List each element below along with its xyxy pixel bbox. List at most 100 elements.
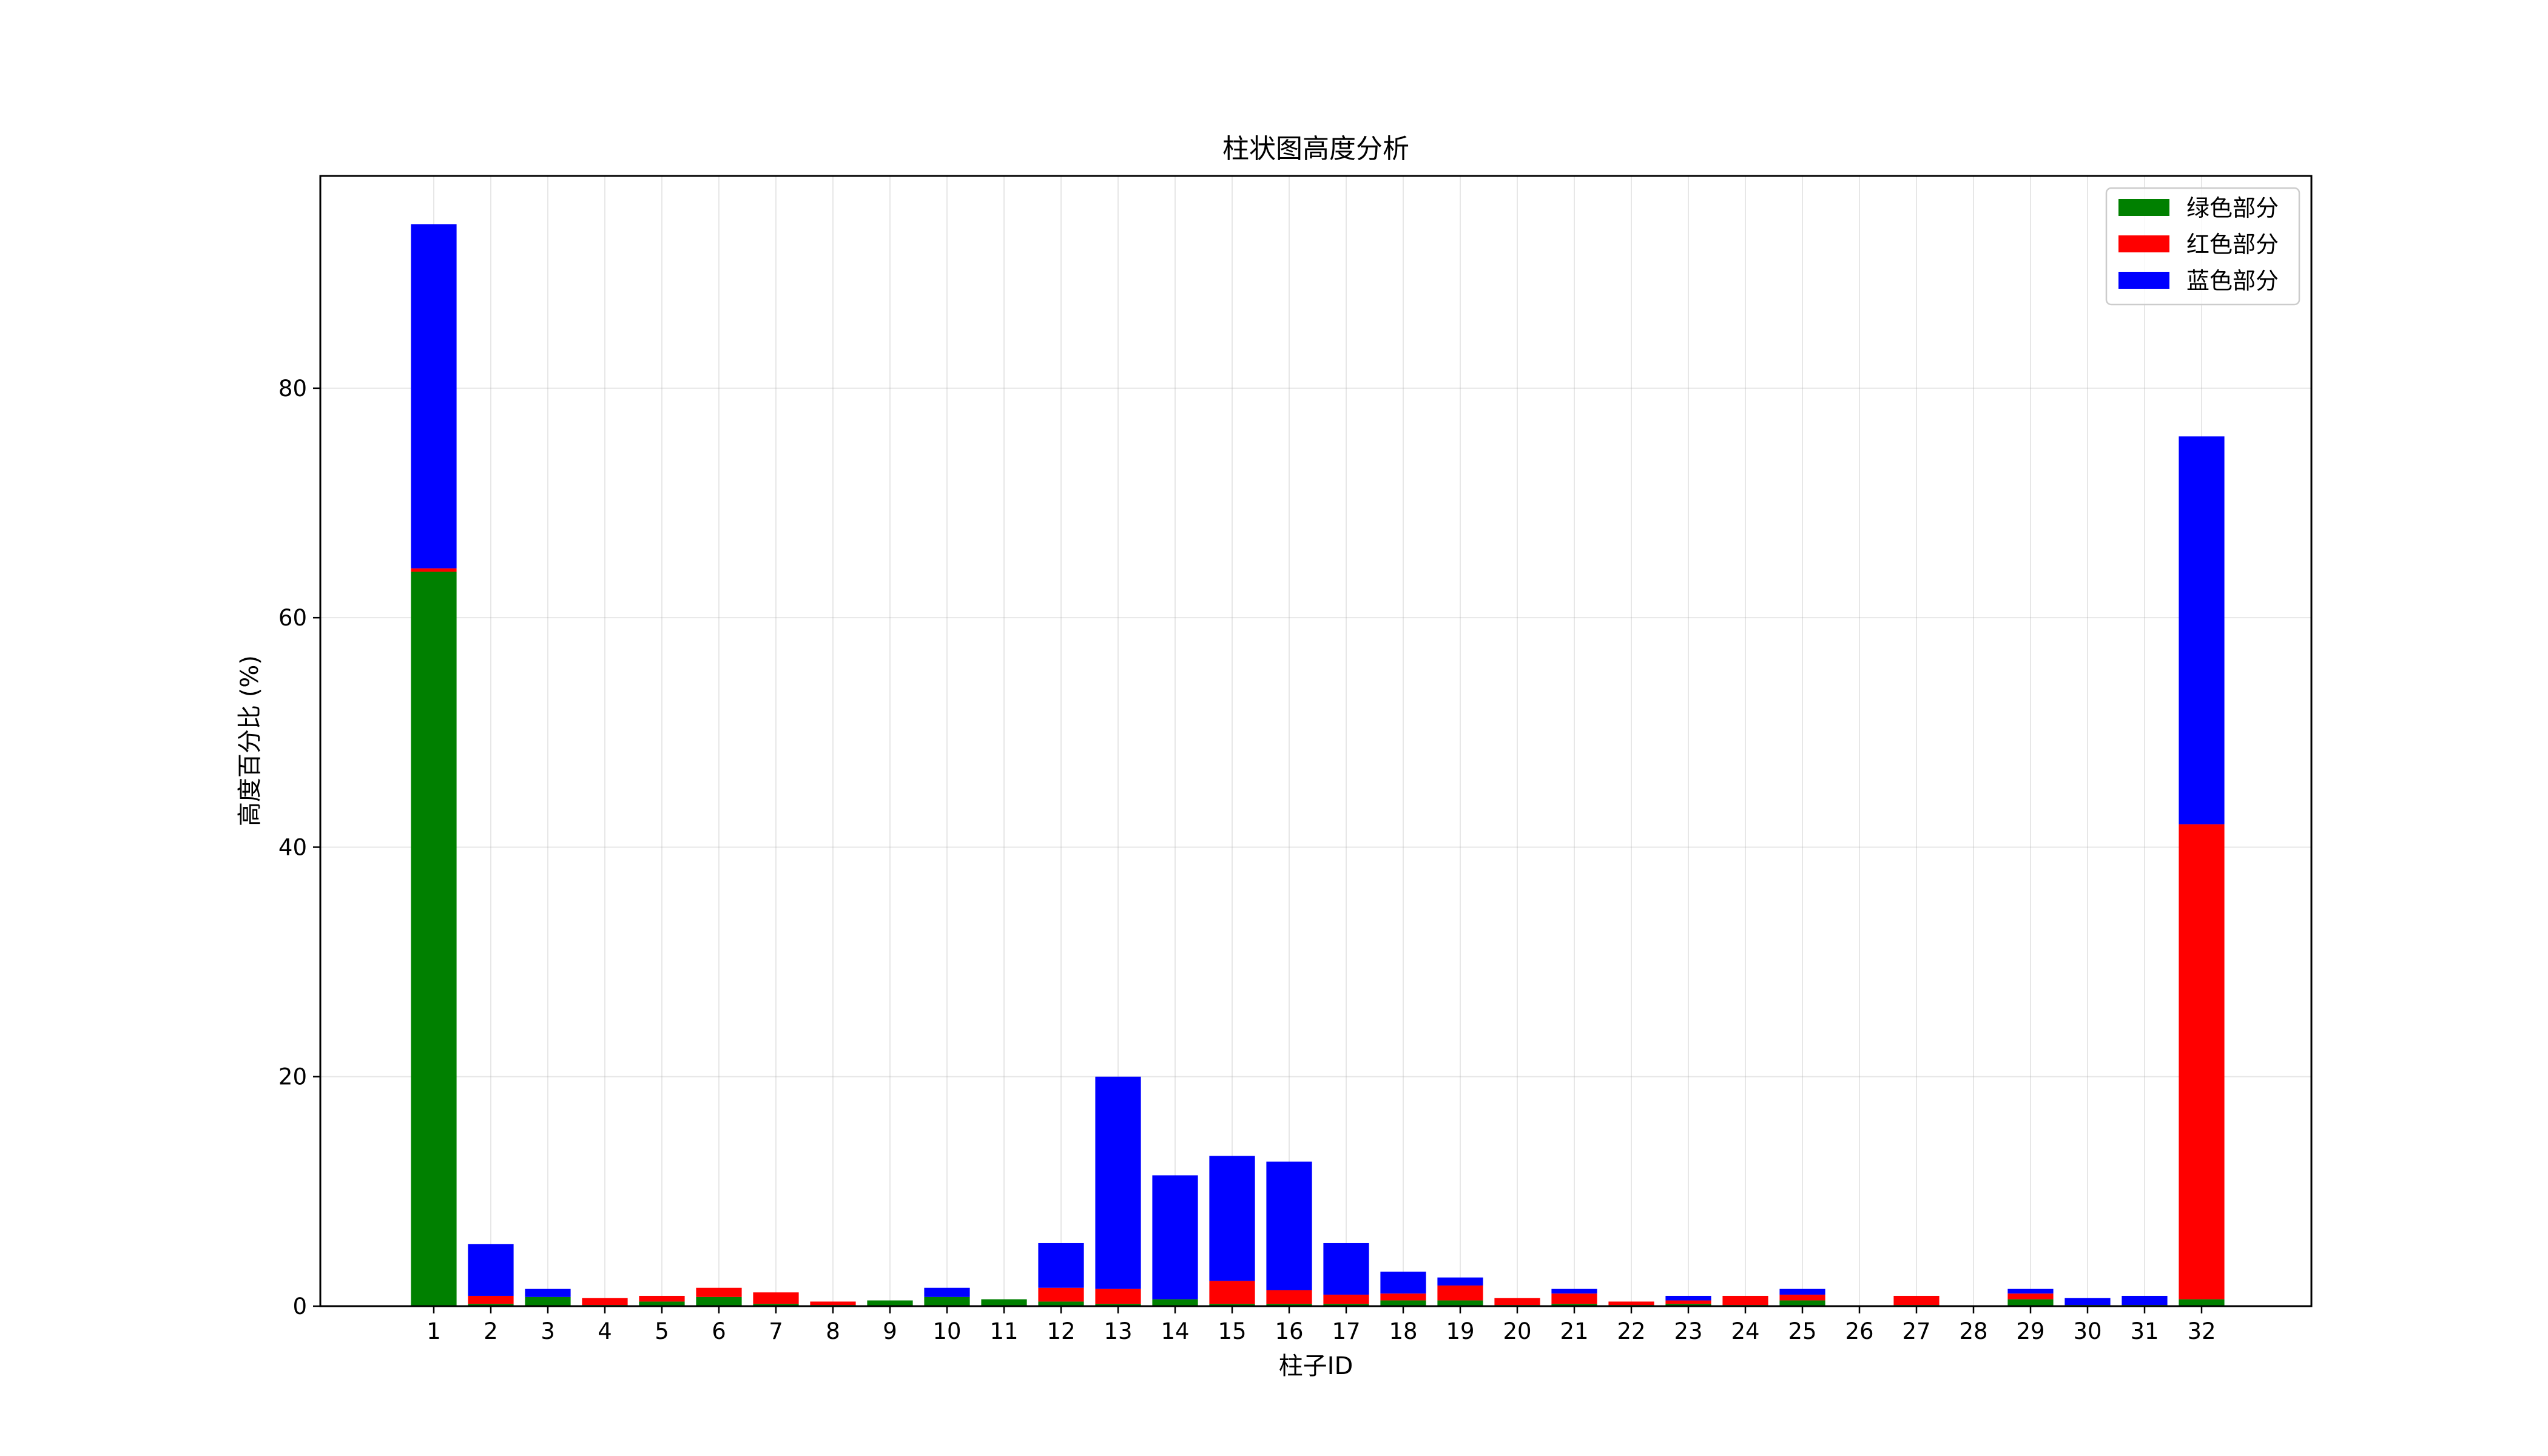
legend-label: 蓝色部分 — [2186, 268, 2279, 294]
chart-title: 柱状图高度分析 — [1222, 133, 1409, 164]
legend-swatch — [2118, 235, 2169, 252]
bar-segment-blue — [1437, 1277, 1483, 1286]
bar-segment-blue — [1380, 1272, 1426, 1294]
x-axis-label: 柱子ID — [1279, 1352, 1353, 1380]
bar-segment-blue — [2007, 1289, 2054, 1294]
x-tick-label: 4 — [598, 1318, 612, 1344]
bar-segment-red — [1494, 1298, 1540, 1306]
x-tick-label: 24 — [1731, 1318, 1759, 1344]
x-tick-label: 15 — [1218, 1318, 1246, 1344]
bar-segment-red — [696, 1287, 742, 1297]
bar-segment-green — [639, 1301, 685, 1306]
x-tick-label: 14 — [1161, 1318, 1189, 1344]
x-tick-label: 2 — [484, 1318, 498, 1344]
x-tick-label: 7 — [769, 1318, 783, 1344]
bar-segment-red — [1665, 1300, 1711, 1304]
bar-segment-green — [696, 1296, 742, 1306]
x-tick-label: 22 — [1617, 1318, 1645, 1344]
bar-segment-green — [1152, 1299, 1198, 1306]
legend-swatch — [2118, 272, 2169, 289]
bar-segment-green — [468, 1304, 514, 1306]
bar-segment-green — [1380, 1300, 1426, 1306]
bar-segment-red — [1380, 1293, 1426, 1301]
bar-segment-red — [1038, 1287, 1084, 1302]
x-tick-label: 16 — [1275, 1318, 1303, 1344]
bar-layer — [411, 224, 2225, 1306]
bar-segment-red — [1722, 1295, 1768, 1306]
bar-segment-green — [1323, 1304, 1369, 1306]
bar-segment-red — [1779, 1295, 1825, 1301]
bar-segment-blue — [468, 1244, 514, 1296]
x-tick-label: 29 — [2016, 1318, 2044, 1344]
bar-segment-blue — [2122, 1295, 2168, 1306]
bar-segment-green — [981, 1299, 1027, 1306]
x-tick-label: 19 — [1446, 1318, 1474, 1344]
x-tick-label: 30 — [2073, 1318, 2101, 1344]
bar-segment-blue — [1665, 1295, 1711, 1301]
bar-segment-blue — [1209, 1156, 1255, 1281]
x-tick-label: 1 — [426, 1318, 441, 1344]
y-tick-label: 60 — [278, 605, 307, 631]
legend-label: 绿色部分 — [2186, 195, 2279, 221]
bar-segment-red — [1437, 1285, 1483, 1301]
bar-segment-red — [2007, 1293, 2054, 1299]
bar-segment-blue — [1095, 1076, 1141, 1289]
x-tick-label: 31 — [2130, 1318, 2159, 1344]
bar-segment-blue — [1152, 1175, 1198, 1299]
x-tick-label: 18 — [1389, 1318, 1417, 1344]
x-tick-label: 32 — [2187, 1318, 2216, 1344]
x-tick-label: 6 — [712, 1318, 726, 1344]
plot-frame — [319, 175, 2313, 1307]
bar-segment-green — [1038, 1301, 1084, 1306]
bar-segment-red — [582, 1298, 628, 1306]
x-tick-label: 8 — [826, 1318, 840, 1344]
x-tick-label: 23 — [1674, 1318, 1702, 1344]
x-tick-label: 25 — [1788, 1318, 1816, 1344]
bar-segment-red — [1209, 1281, 1255, 1304]
x-tick-label: 27 — [1902, 1318, 1930, 1344]
tick-layer: 1 2 3 4 5 6 7 8 9 10 11 12 13 14 15 16 17 18 19 20 21 22 23 24 2… — [278, 376, 2216, 1344]
bar-segment-green — [867, 1300, 913, 1306]
x-tick-label: 13 — [1104, 1318, 1132, 1344]
bar-segment-blue — [1266, 1161, 1312, 1290]
x-tick-label: 28 — [1959, 1318, 1987, 1344]
bar-segment-green — [525, 1296, 571, 1306]
bar-segment-red — [810, 1301, 856, 1306]
bar-segment-blue — [1323, 1242, 1369, 1295]
bar-segment-green — [924, 1296, 970, 1306]
y-tick-label: 0 — [292, 1293, 307, 1320]
y-tick-label: 40 — [278, 834, 307, 860]
bar-segment-red — [1323, 1295, 1369, 1304]
bar-segment-green — [1665, 1304, 1711, 1306]
x-tick-label: 9 — [883, 1318, 897, 1344]
x-tick-label: 26 — [1845, 1318, 1873, 1344]
bar-segment-red — [1893, 1295, 1940, 1306]
bar-segment-blue — [924, 1287, 970, 1297]
legend-swatch — [2118, 199, 2169, 216]
bar-segment-green — [2007, 1299, 2054, 1306]
legend-label: 红色部分 — [2186, 231, 2279, 258]
y-tick-label: 20 — [278, 1064, 307, 1090]
bar-segment-red — [468, 1295, 514, 1304]
bar-segment-red — [639, 1295, 685, 1302]
bar-segment-red — [1095, 1289, 1141, 1304]
x-tick-label: 3 — [541, 1318, 555, 1344]
bar-segment-green — [411, 571, 457, 1306]
bar-segment-green — [753, 1304, 799, 1306]
bar-segment-red — [1551, 1293, 1597, 1304]
bar-segment-green — [1551, 1304, 1597, 1306]
y-axis-label: 高度百分比 (%) — [236, 655, 264, 826]
bar-segment-green — [1266, 1304, 1312, 1306]
x-tick-label: 17 — [1332, 1318, 1360, 1344]
bar-segment-blue — [411, 224, 457, 568]
x-tick-label: 20 — [1503, 1318, 1531, 1344]
bar-segment-blue — [1038, 1242, 1084, 1288]
bar-segment-red — [2179, 824, 2225, 1299]
bar-segment-green — [1209, 1304, 1255, 1306]
bar-segment-red — [1266, 1290, 1312, 1304]
bar-segment-blue — [1551, 1289, 1597, 1294]
x-tick-label: 10 — [932, 1318, 961, 1344]
bar-segment-green — [1437, 1300, 1483, 1306]
